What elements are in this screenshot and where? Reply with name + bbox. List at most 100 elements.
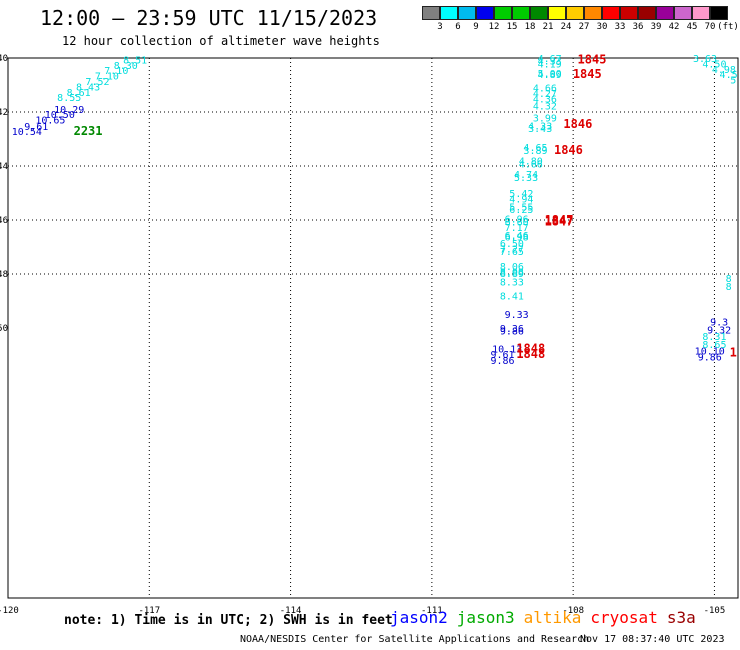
data-label-altika: 8.65 xyxy=(702,340,726,351)
data-label-altika: 4.19 xyxy=(538,59,562,70)
mission-label-cryosat: cryosat xyxy=(590,608,658,627)
plot-frame xyxy=(7,57,739,599)
data-label-altika: 6.98 xyxy=(505,233,529,244)
legend-swatch xyxy=(656,6,674,20)
data-label-altika: 8.43 xyxy=(76,82,100,93)
data-label-altika: 4.66 xyxy=(519,159,543,170)
data-label-altika: 7.10 xyxy=(104,66,128,77)
data-label-altika: 4.32 xyxy=(533,101,557,112)
legend-swatch xyxy=(602,6,620,20)
legend-tick-label: 24 xyxy=(560,22,572,32)
y-tick-label: -40 xyxy=(0,54,8,64)
legend-tick-label: 36 xyxy=(632,22,644,32)
mission-label-s3a: s3a xyxy=(666,608,696,627)
data-label-cryosat: 1847 xyxy=(545,213,574,227)
chart-title: 12:00 — 23:59 UTC 11/15/2023 xyxy=(40,6,378,30)
legend-tick-label: 18 xyxy=(524,22,536,32)
data-label-cryosat: 1848 xyxy=(516,347,545,361)
data-label-cryosat: 1845 xyxy=(573,67,602,81)
data-label-altika: 4.27 xyxy=(533,89,557,100)
data-label-altika: 6.46 xyxy=(505,231,529,242)
data-label-altika: 3.63 xyxy=(693,54,717,65)
data-label-altika: 6.25 xyxy=(509,205,533,216)
data-label-cryosat: 1846 xyxy=(563,117,592,131)
legend-tick-label: (ft) xyxy=(717,22,739,32)
legend-tick-label: 33 xyxy=(614,22,626,32)
legend-swatch xyxy=(440,6,458,20)
data-label-jason2: 9.86 xyxy=(500,327,524,338)
generation-timestamp: Nov 17 08:37:40 UTC 2023 xyxy=(580,634,725,645)
data-label-altika: 4.5 xyxy=(720,70,738,81)
legend-swatch xyxy=(548,6,566,20)
data-label-altika: 8.31 xyxy=(702,332,726,343)
legend-tick-label: 45 xyxy=(686,22,698,32)
legend-tick-label: 42 xyxy=(668,22,680,32)
mission-label-jason2: jason2 xyxy=(390,608,448,627)
chart-subtitle: 12 hour collection of altimeter wave hei… xyxy=(62,34,380,48)
data-label-altika: 4.33 xyxy=(538,57,562,68)
legend-tick-label: 30 xyxy=(596,22,608,32)
legend-swatch xyxy=(512,6,530,20)
data-label-altika: 3.89 xyxy=(523,146,547,157)
data-label-jason2: 9.36 xyxy=(500,324,524,335)
data-label-altika: 8 xyxy=(726,282,732,293)
y-tick-label: -50 xyxy=(0,324,8,334)
legend-tick-label: 21 xyxy=(542,22,554,32)
data-label-altika: 8.61 xyxy=(67,88,91,99)
data-label-altika: 5.00 xyxy=(538,69,562,80)
mission-label-altika: altika xyxy=(523,608,582,627)
legend-swatch xyxy=(674,6,692,20)
data-label-altika: 4.94 xyxy=(509,194,533,205)
data-label-jason2: 9.86 xyxy=(698,352,722,363)
mission-legend: jason2 jason3 altika cryosat s3a xyxy=(390,608,705,627)
data-label-altika: 4.89 xyxy=(538,70,562,81)
data-label-altika: 8.89 xyxy=(500,269,524,280)
data-label-altika: 4.50 xyxy=(702,59,726,70)
x-tick-label: -111 xyxy=(421,606,443,616)
legend-swatch-bar xyxy=(422,6,728,20)
legend-labels: 3 6 9 12 15 18 21 24 27 30 33 36 39 42 45 70 (ft) xyxy=(422,20,739,34)
legend-swatch xyxy=(584,6,602,20)
data-label-altika: 7.17 xyxy=(505,223,529,234)
data-label-cryosat: 1 xyxy=(730,345,737,359)
legend-swatch xyxy=(458,6,476,20)
data-label-cryosat: 1848 xyxy=(516,341,545,355)
data-label-altika: 7.27 xyxy=(500,244,524,255)
legend-swatch xyxy=(476,6,494,20)
legend-swatch xyxy=(494,6,512,20)
x-tick-label: -114 xyxy=(280,606,302,616)
legend-tick-label: 3 xyxy=(437,22,443,32)
legend-tick-label: 27 xyxy=(578,22,590,32)
legend-swatch xyxy=(530,6,548,20)
data-label-altika: 8.33 xyxy=(500,278,524,289)
data-label-jason2: 9.32 xyxy=(707,325,731,336)
data-label-jason2: 9.3 xyxy=(710,318,728,329)
footer-note: note: 1) Time is in UTC; 2) SWH is in fe… xyxy=(64,613,393,628)
x-tick-label: -120 xyxy=(0,606,19,616)
data-label-altika: 5.42 xyxy=(509,189,533,200)
data-label-altika: 8.55 xyxy=(57,93,81,104)
data-label-jason2: 10.13 xyxy=(492,344,522,355)
data-label-altika: 3.99 xyxy=(533,113,557,124)
data-label-altika: 6.96 xyxy=(505,215,529,226)
data-label-altika: 3.43 xyxy=(528,124,552,135)
data-label-jason2: 10.29 xyxy=(54,105,84,116)
data-label-cryosat: 1845 xyxy=(578,52,607,66)
data-label-altika: 4.66 xyxy=(533,84,557,95)
legend-swatch xyxy=(422,6,440,20)
data-label-jason2: 9.86 xyxy=(490,356,514,367)
data-label-jason2: 10.50 xyxy=(45,110,75,121)
data-label-jason2: 9.33 xyxy=(505,310,529,321)
data-label-altika: 4.33 xyxy=(528,122,552,133)
data-label-altika: 4.65 xyxy=(523,143,547,154)
credit-line: NOAA/NESDIS Center for Satellite Applica… xyxy=(240,634,590,645)
data-label-altika: 8.08 xyxy=(500,267,524,278)
legend-tick-label: 70 xyxy=(704,22,716,32)
y-tick-label: -46 xyxy=(0,216,8,226)
data-label-jason2: 10.10 xyxy=(695,346,725,357)
data-label-altika: 8 xyxy=(726,274,732,285)
data-label-altika: 6.60 xyxy=(505,217,529,228)
data-label-altika: 4.74 xyxy=(514,170,538,181)
